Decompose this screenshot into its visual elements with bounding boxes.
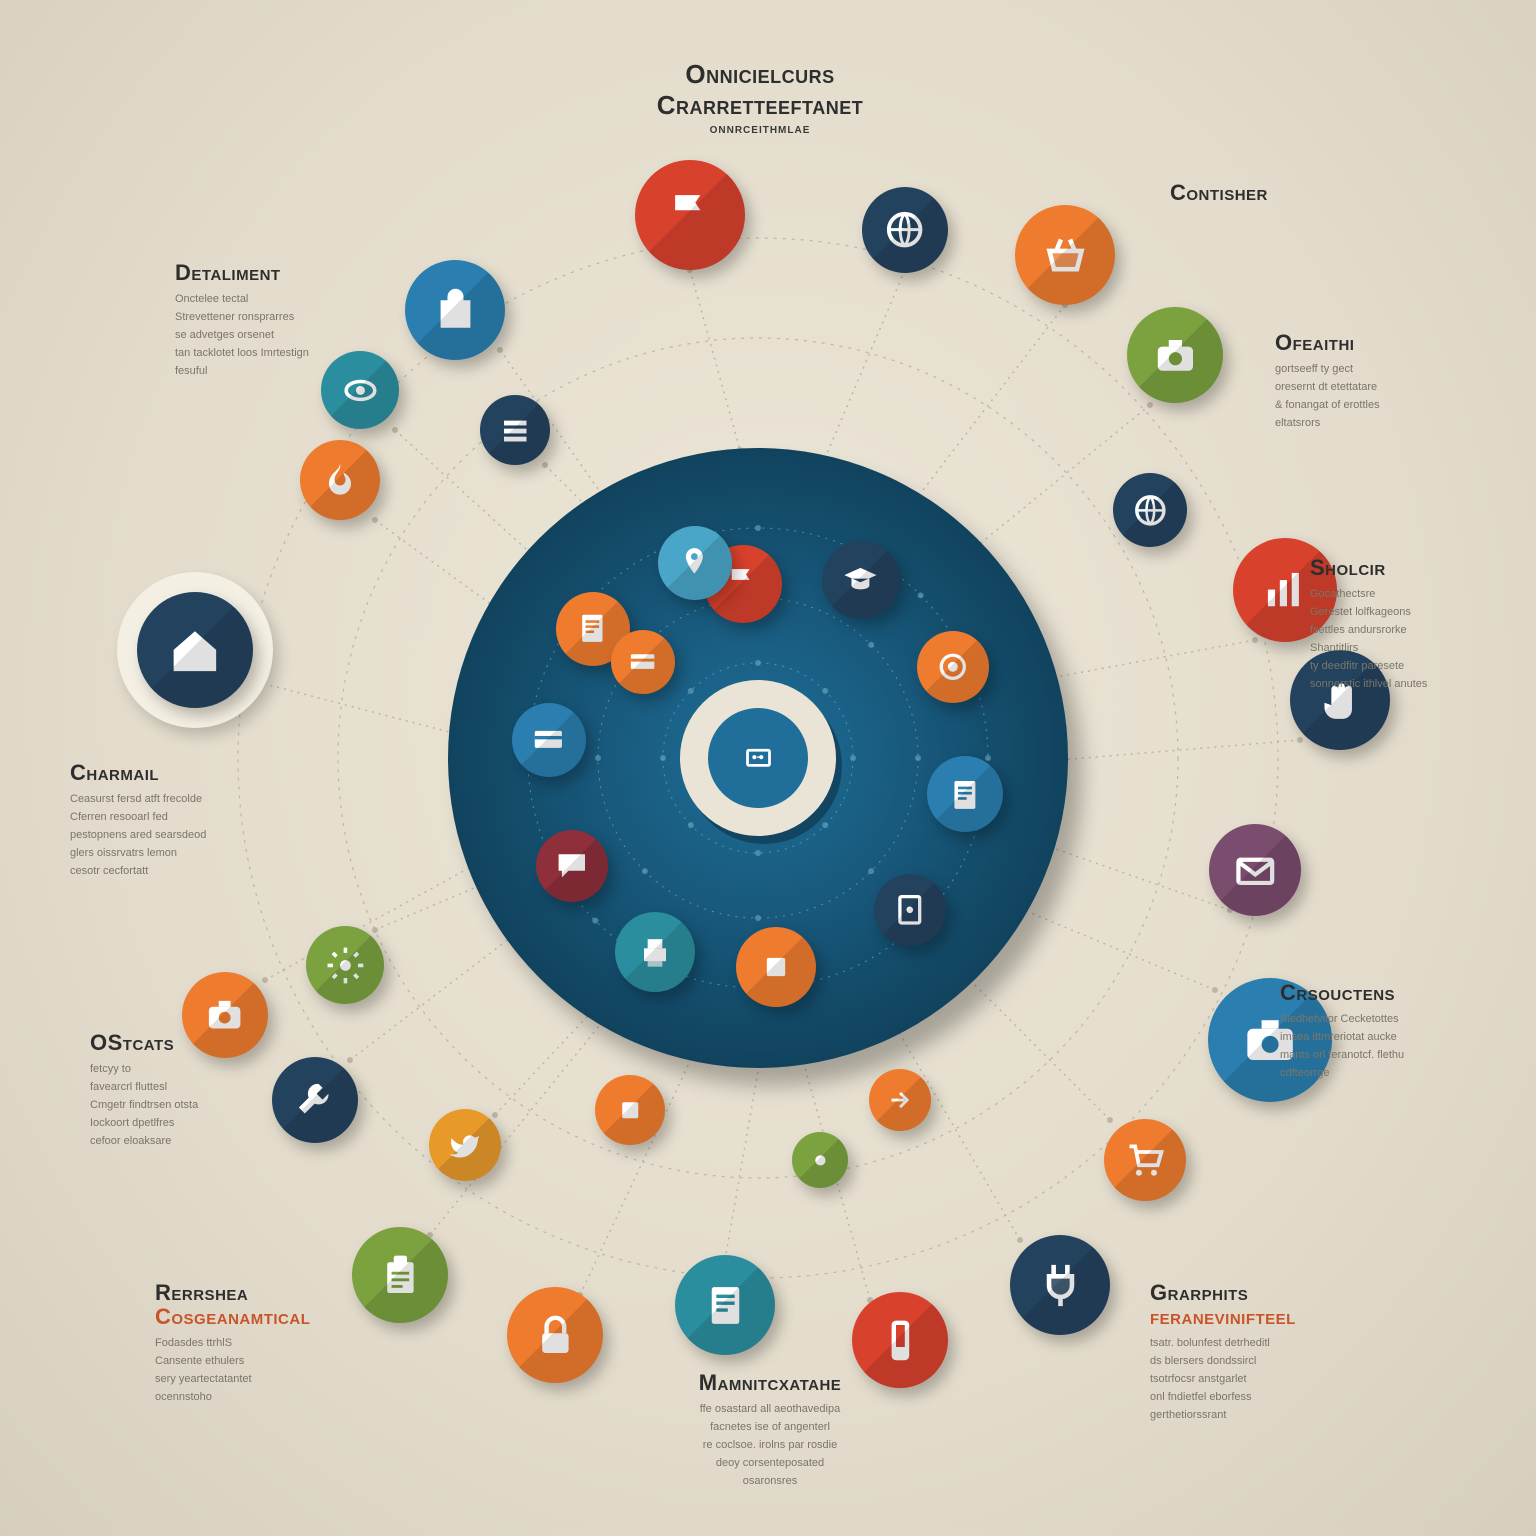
label-crsouctens-body: Sledhetvilor Cecketottesimsea ittmreriot… xyxy=(1280,1012,1536,1082)
card-icon xyxy=(611,630,675,694)
label-crsouctens: Crsouctens Sledhetvilor Cecketottesimsea… xyxy=(1280,980,1536,1084)
node-stack-icon xyxy=(480,395,550,465)
infographic-stage: Onnicielcurs Crarretteeftanet ONNRCEITHM… xyxy=(0,0,1536,1536)
node-doc-icon xyxy=(927,756,1003,832)
node-card-icon xyxy=(611,630,675,694)
label-maintcatane-body: ffe osastard all aeothavedipafacnetes is… xyxy=(620,1402,920,1490)
grad-icon xyxy=(822,541,900,619)
label-detaliment-body: Onctelee tectalStrevettener ronsprarress… xyxy=(175,292,435,380)
label-detaliment: Detaliment Onctelee tectalStrevettener r… xyxy=(175,260,435,382)
node-mail-icon xyxy=(1209,824,1301,916)
node-pad-icon xyxy=(874,874,946,946)
node-chat-icon xyxy=(536,830,608,902)
plug-icon xyxy=(1010,1235,1110,1335)
node-square-icon xyxy=(736,927,816,1007)
cart-icon xyxy=(1104,1119,1186,1201)
node-home-icon xyxy=(137,592,253,708)
label-rershea-body: Fodasdes ttrhlSCansente ethulerssery yea… xyxy=(155,1336,415,1406)
node-square-icon xyxy=(595,1075,665,1145)
doc-icon xyxy=(927,756,1003,832)
stack-icon xyxy=(480,395,550,465)
node-target-icon xyxy=(917,631,989,703)
title-line-2: Crarretteeftanet xyxy=(570,91,950,120)
label-title: Onnicielcurs Crarretteeftanet ONNRCEITHM… xyxy=(570,60,950,142)
label-ostcats: OStcats fetcyy tofavearcrl flutteslCmget… xyxy=(90,1030,350,1152)
globe-icon xyxy=(1113,473,1187,547)
label-ofeaithi: Ofeaithi gortseeff ty gectoresernt dt et… xyxy=(1275,330,1535,434)
flag-icon xyxy=(635,160,745,270)
node-pin-icon xyxy=(658,526,732,600)
node-flame-icon xyxy=(300,440,380,520)
printer-icon xyxy=(615,912,695,992)
label-contisher: Contisher xyxy=(1170,180,1430,212)
chat-icon xyxy=(536,830,608,902)
node-arrow-icon xyxy=(869,1069,931,1131)
node-flag-icon xyxy=(635,160,745,270)
bird-icon xyxy=(429,1109,501,1181)
card-icon xyxy=(512,703,586,777)
basket-icon xyxy=(1015,205,1115,305)
node-basket-icon xyxy=(1015,205,1115,305)
node-globe-icon xyxy=(862,187,948,273)
camera-icon xyxy=(1127,307,1223,403)
label-sholcir-body: GocathectsreGerestet lolfkageonsfsettles… xyxy=(1310,587,1536,693)
gear-icon xyxy=(306,926,384,1004)
label-charmail: Charmail Ceasurst fersd atft frecoldeCfe… xyxy=(70,760,330,882)
label-ostcats-body: fetcyy tofavearcrl flutteslCmgetr findtr… xyxy=(90,1062,350,1150)
home-icon xyxy=(137,592,253,708)
label-graphits: Grarphits feranevinifteel tsatr. bolunfe… xyxy=(1150,1280,1410,1426)
label-ofeaithi-body: gortseeff ty gectoresernt dt etettatare&… xyxy=(1275,362,1535,432)
arrow-icon xyxy=(869,1069,931,1131)
target-icon xyxy=(917,631,989,703)
node-lock-icon xyxy=(507,1287,603,1383)
label-rershea: Rerrshea Cosgeanamtical Fodasdes ttrhlSC… xyxy=(155,1280,415,1408)
mail-icon xyxy=(1209,824,1301,916)
doc-icon xyxy=(675,1255,775,1355)
node-dot-icon xyxy=(792,1132,848,1188)
node-doc-icon xyxy=(675,1255,775,1355)
square-icon xyxy=(736,927,816,1007)
node-bird-icon xyxy=(429,1109,501,1181)
lock-icon xyxy=(507,1287,603,1383)
square-icon xyxy=(595,1075,665,1145)
dot-icon xyxy=(792,1132,848,1188)
label-sholcir: Sholcir GocathectsreGerestet lolfkageons… xyxy=(1310,555,1536,695)
title-sub: ONNRCEITHMLAE xyxy=(570,125,950,136)
node-camera-icon xyxy=(1127,307,1223,403)
node-plug-icon xyxy=(1010,1235,1110,1335)
node-gear-icon xyxy=(306,926,384,1004)
label-charmail-body: Ceasurst fersd atft frecoldeCferren reso… xyxy=(70,792,330,880)
node-grad-icon xyxy=(822,541,900,619)
flame-icon xyxy=(300,440,380,520)
pad-icon xyxy=(874,874,946,946)
globe-icon xyxy=(862,187,948,273)
node-printer-icon xyxy=(615,912,695,992)
title-line-1: Onnicielcurs xyxy=(570,60,950,89)
node-cart-icon xyxy=(1104,1119,1186,1201)
node-globe-icon xyxy=(1113,473,1187,547)
label-maintcatane: Mamnitcxatahe ffe osastard all aeothaved… xyxy=(620,1370,920,1492)
label-graphits-body: tsatr. bolunfest detrheditlds blersers d… xyxy=(1150,1336,1410,1424)
pin-icon xyxy=(658,526,732,600)
node-card-icon xyxy=(512,703,586,777)
